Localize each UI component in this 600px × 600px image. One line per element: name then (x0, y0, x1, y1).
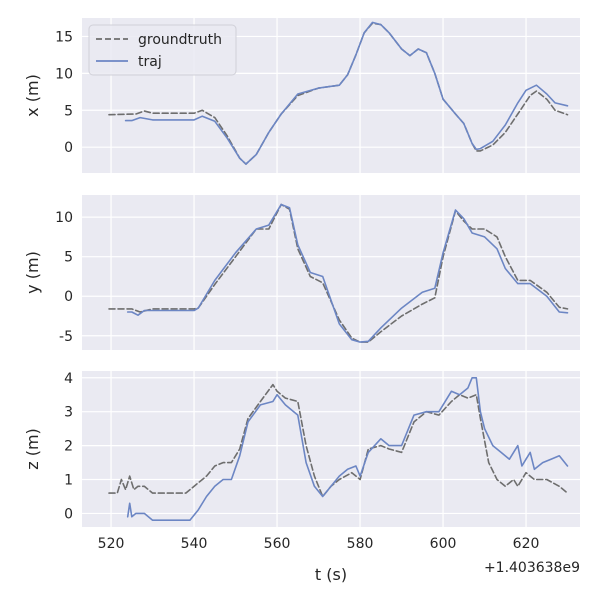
legend-box (88, 24, 237, 76)
panel-2: 0 1 2 3 4 z (m) 520 540 560 580 600 620 (23, 371, 580, 552)
y-tick-label: 5 (64, 103, 73, 119)
y-tick-label: -5 (59, 329, 73, 345)
chart-panels: 0 5 10 15 x (m) -5 0 5 10 y (m) 0 1 2 3 4 z (m) 520 540 56… (23, 18, 580, 552)
legend-label-groundtruth: groundtruth (138, 32, 222, 48)
x-offset-label: +1.403638e9 (484, 560, 580, 576)
series-line-traj (126, 203, 569, 343)
plot-area (82, 195, 580, 350)
x-tick-label: 540 (181, 536, 208, 552)
series-line-traj (124, 21, 569, 165)
plot-area (82, 371, 580, 527)
series-line-traj (126, 376, 569, 522)
y-axis-label: x (m) (23, 74, 42, 117)
y-axis-label: z (m) (23, 428, 42, 470)
x-tick-label: 520 (98, 536, 125, 552)
y-tick-label: 0 (64, 506, 73, 522)
y-tick-label: 5 (64, 250, 73, 266)
y-tick-label: 0 (64, 289, 73, 305)
y-tick-label: 3 (64, 405, 73, 421)
legend-label-traj: traj (138, 54, 162, 70)
y-tick-label: 0 (64, 140, 73, 156)
y-tick-label: 15 (55, 29, 73, 45)
y-axis-label: y (m) (23, 251, 42, 294)
legend: groundtruth traj (88, 24, 237, 76)
y-tick-label: 4 (64, 371, 73, 387)
x-axis-label: t (s) (315, 565, 347, 584)
y-tick-label: 1 (64, 473, 73, 489)
x-tick-label: 580 (347, 536, 374, 552)
x-tick-label: 600 (430, 536, 457, 552)
x-tick-label: 560 (264, 536, 291, 552)
y-tick-label: 10 (55, 66, 73, 82)
panel-1: -5 0 5 10 y (m) (23, 195, 580, 350)
x-tick-label: 620 (513, 536, 540, 552)
y-tick-label: 2 (64, 439, 73, 455)
y-tick-label: 10 (55, 210, 73, 226)
